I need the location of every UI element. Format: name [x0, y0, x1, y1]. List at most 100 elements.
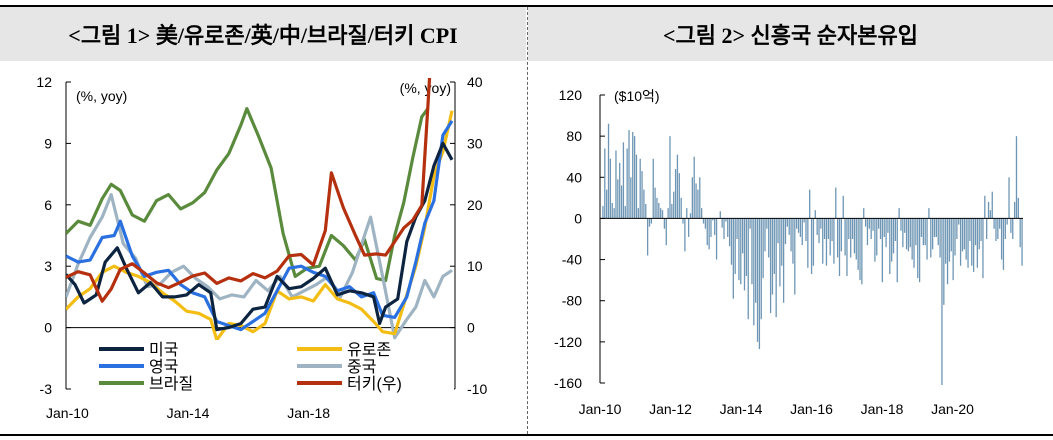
bar [626, 148, 628, 219]
bar [620, 185, 623, 219]
bar [971, 218, 973, 266]
bar [879, 218, 882, 239]
bar [948, 218, 951, 262]
bar [635, 154, 638, 219]
bar [980, 218, 982, 242]
bar [868, 218, 870, 229]
bar [999, 218, 1001, 229]
left-panel-title: <그림 1> 美/유로존/英/中/브라질/터키 CPI [0, 7, 526, 61]
bar [676, 154, 679, 219]
bar [825, 218, 828, 266]
bar [818, 218, 820, 244]
bar [917, 218, 919, 279]
bar [840, 218, 843, 252]
left-y-tick-label: 0 [44, 320, 52, 336]
bar-x-tick-label: Jan-16 [790, 401, 833, 417]
bottom-rule [0, 434, 1053, 436]
bar [674, 169, 677, 219]
bar [823, 218, 826, 239]
bar [799, 218, 802, 237]
bar [702, 218, 705, 224]
bar [801, 218, 803, 246]
bar [850, 218, 852, 258]
bar [909, 218, 911, 248]
bar [926, 218, 928, 260]
top-rule [0, 5, 1053, 7]
bar [853, 218, 856, 254]
bar [855, 218, 857, 260]
bar [613, 208, 615, 219]
bar [814, 210, 816, 219]
bar [762, 218, 764, 279]
bar [1013, 201, 1016, 219]
left-y-tick-label: 12 [36, 74, 52, 90]
bar [758, 218, 761, 350]
bar [622, 142, 625, 219]
bar [1012, 218, 1014, 239]
bar [891, 218, 893, 262]
bar [792, 218, 794, 264]
bar [984, 195, 986, 219]
bar-x-tick-label: Jan-14 [720, 401, 763, 417]
bar [648, 218, 651, 227]
bar [714, 218, 716, 235]
bar [650, 218, 653, 224]
bar [687, 218, 690, 237]
bar [1015, 136, 1018, 219]
legend-label-euro: 유로존 [347, 342, 391, 359]
bar [945, 218, 947, 264]
bar [777, 218, 779, 244]
bar [751, 218, 753, 285]
bar [831, 218, 833, 242]
legend-label-china: 중국 [347, 359, 376, 376]
bar [848, 218, 850, 239]
bar [911, 218, 913, 260]
bar-y-tick-label: 0 [574, 210, 582, 226]
bar [697, 189, 699, 219]
bar [898, 208, 900, 219]
bar [877, 218, 880, 229]
bar [976, 218, 979, 268]
bar [766, 218, 768, 229]
bar [905, 218, 908, 250]
bar-y-tick-label: 120 [559, 87, 583, 103]
bar [632, 132, 634, 219]
bar [892, 218, 895, 254]
legend-label-brazil: 브라질 [149, 375, 193, 393]
bar [678, 173, 680, 219]
bar [768, 218, 770, 258]
x-tick-label: Jan-10 [46, 405, 89, 421]
bar [602, 206, 604, 219]
bar [710, 218, 712, 237]
bar [989, 210, 992, 219]
right-y-tick-label: 0 [467, 320, 475, 336]
bar [857, 218, 859, 270]
bar [673, 191, 675, 219]
bar [967, 218, 969, 268]
bar [745, 218, 748, 277]
bar [887, 218, 889, 233]
bar-unit-label: ($10억) [614, 88, 660, 104]
bar [872, 218, 874, 231]
bar [870, 218, 872, 239]
bar [958, 218, 960, 225]
bar [704, 218, 707, 229]
bar [728, 218, 731, 247]
bar [969, 218, 971, 242]
bar [732, 218, 734, 299]
bar [922, 218, 924, 246]
bar [723, 218, 725, 239]
bar [941, 218, 943, 386]
legend-label-uk: 영국 [149, 358, 178, 376]
legend-item-bg [294, 340, 454, 357]
series-line-brazil [66, 106, 430, 283]
bar [954, 218, 956, 256]
bar [1017, 197, 1019, 219]
bar [717, 218, 720, 219]
bar [965, 218, 967, 260]
bar [978, 218, 980, 250]
bar [844, 218, 846, 256]
bar-y-tick-label: 80 [566, 128, 582, 144]
bar [771, 218, 774, 295]
left-unit-label: (%, yoy) [76, 88, 127, 104]
